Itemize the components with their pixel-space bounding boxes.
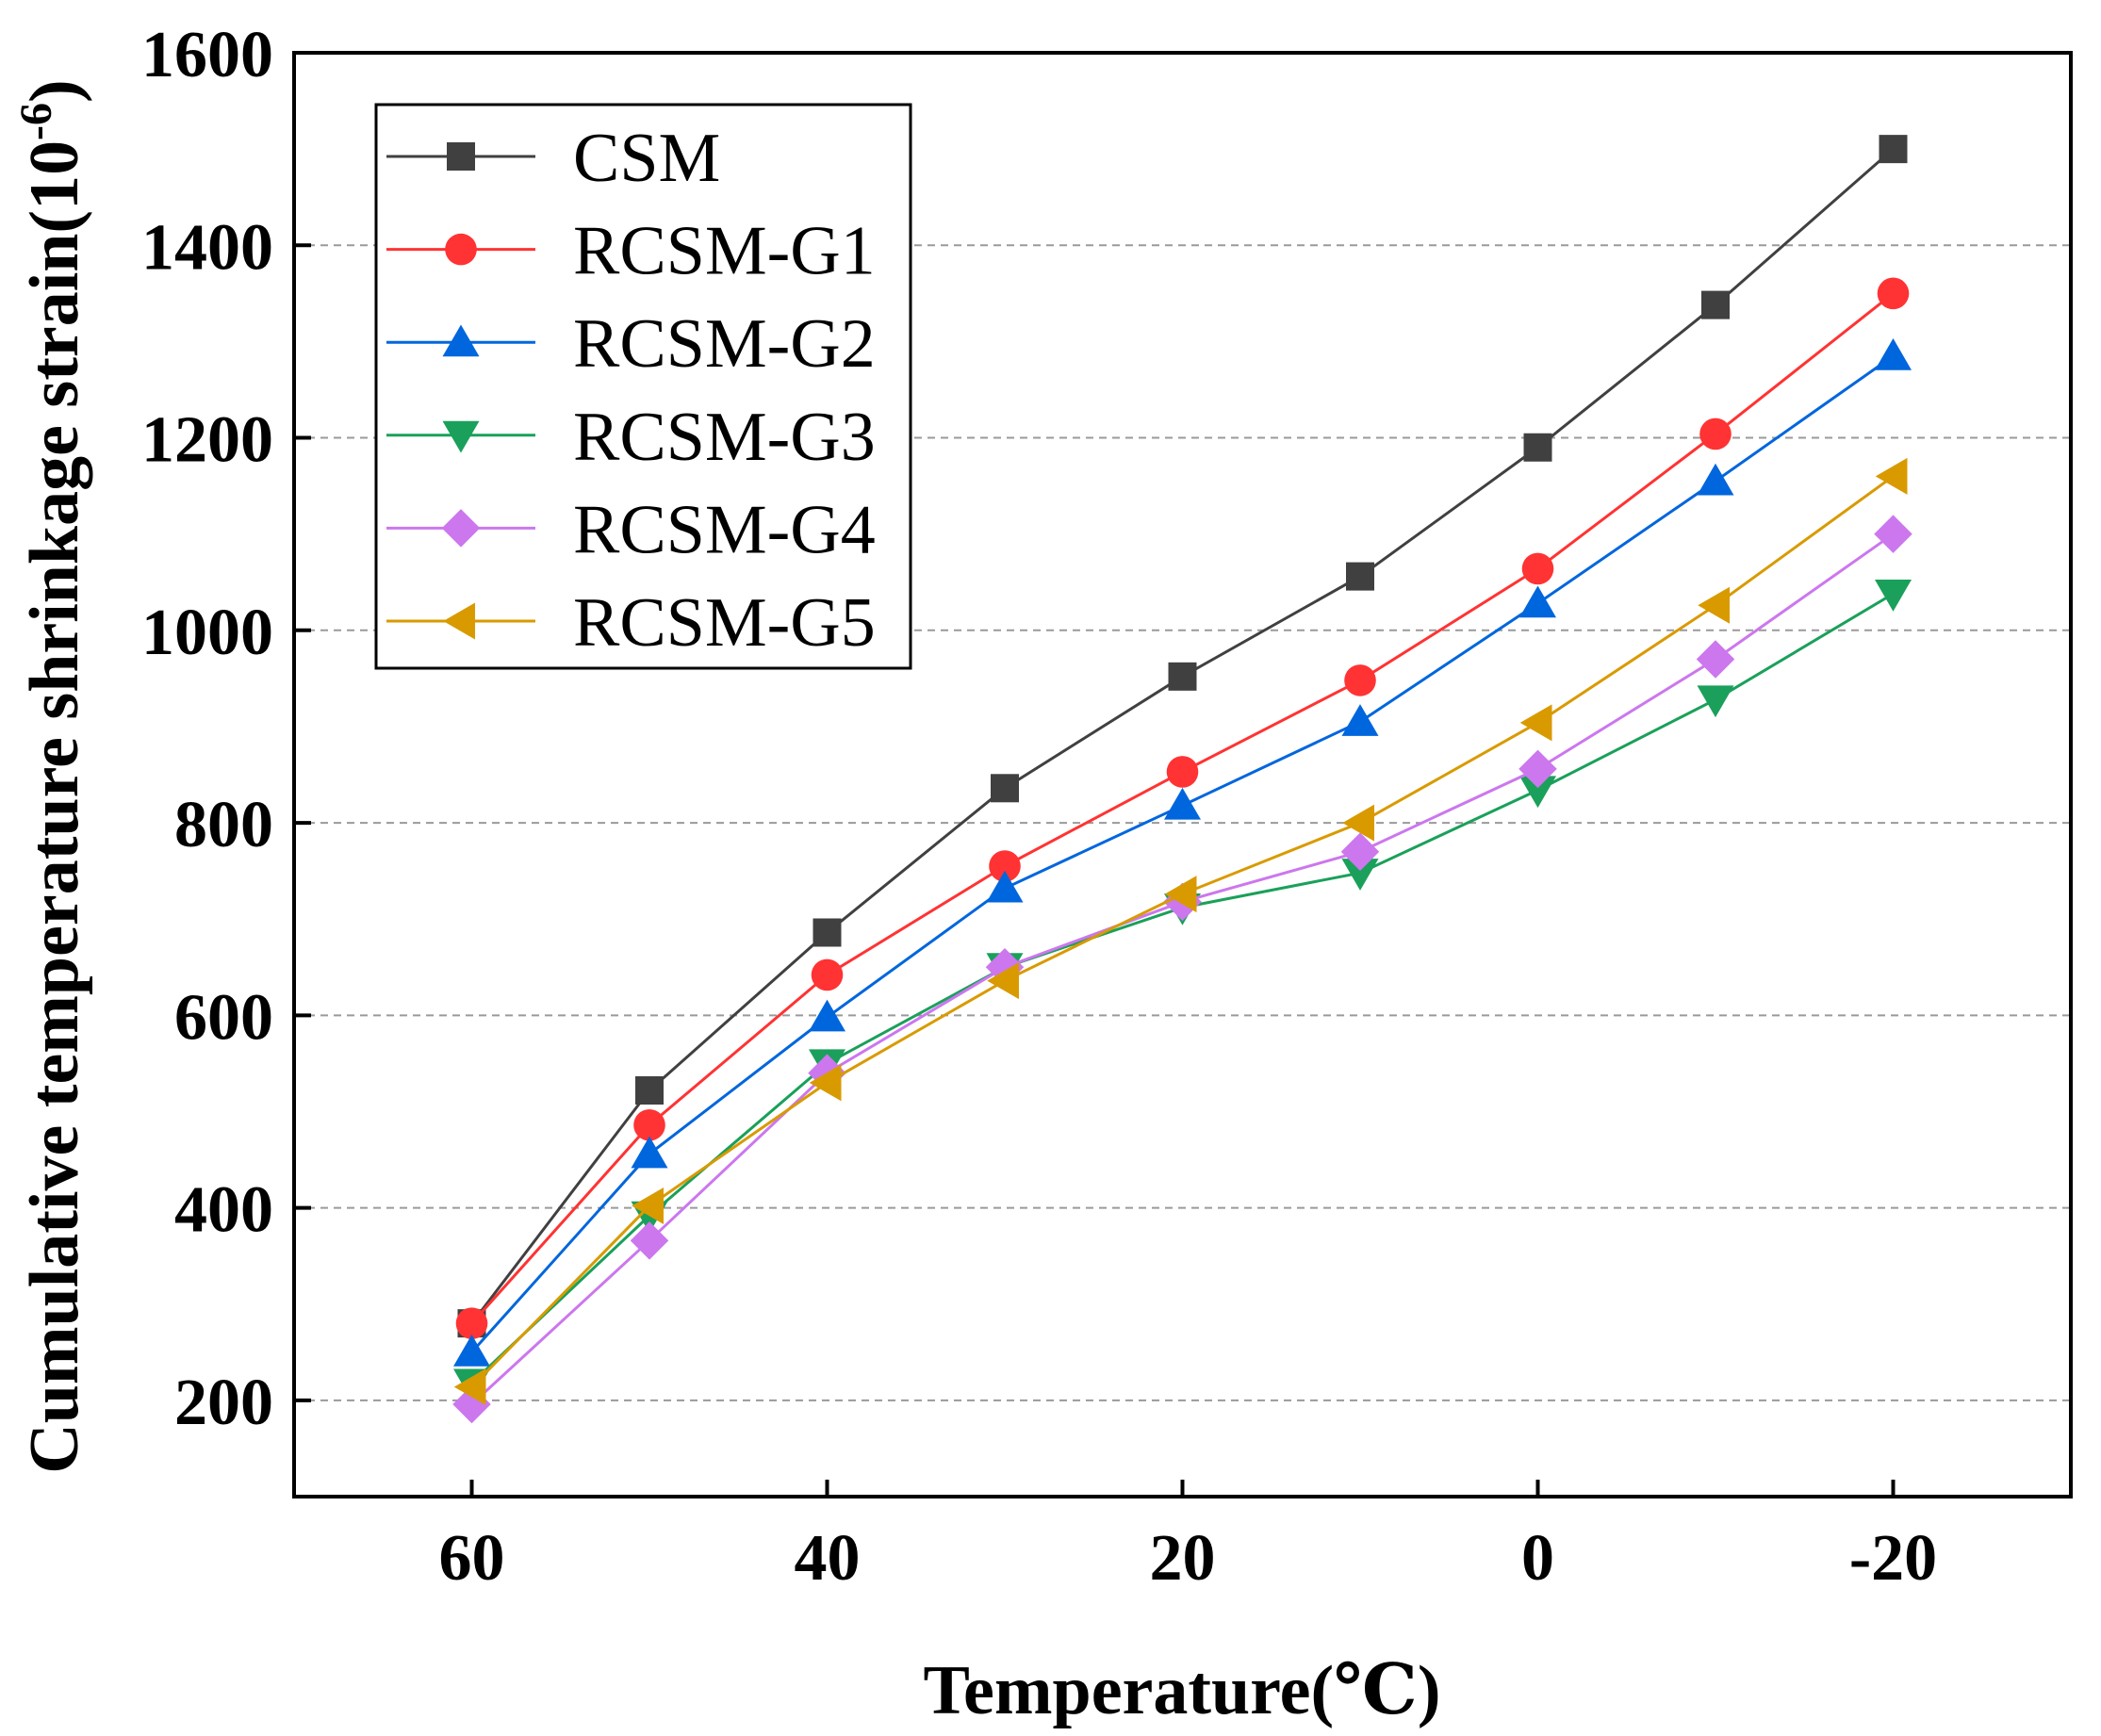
legend: CSM RCSM-G1 RCSM-G2 RCSM-G3 RCSM-G4 RCSM-G5 <box>374 103 912 670</box>
data-point <box>455 1307 488 1339</box>
y-axis: 200 400 600 800 1000 1200 1400 1600 <box>141 19 311 1439</box>
data-point <box>812 918 842 947</box>
data-point <box>1164 787 1201 820</box>
series-layer <box>452 135 1912 1424</box>
data-point <box>1696 640 1735 679</box>
data-point <box>633 1108 665 1141</box>
data-point <box>1698 586 1730 624</box>
data-point <box>1166 756 1199 788</box>
legend-item-rcsm-g3: RCSM-G3 <box>386 399 876 476</box>
data-point <box>1344 664 1376 696</box>
legend-marker <box>447 142 475 171</box>
legend-marker <box>442 324 480 357</box>
data-point <box>1699 418 1732 450</box>
data-point <box>1875 337 1912 370</box>
legend-label: RCSM-G5 <box>573 584 876 662</box>
data-point <box>1521 552 1554 585</box>
data-point <box>1697 685 1734 718</box>
data-point <box>1701 290 1730 319</box>
data-point <box>1879 135 1908 164</box>
y-tick-label: 1600 <box>141 19 273 91</box>
data-point <box>1518 749 1557 789</box>
data-point <box>809 1064 842 1102</box>
data-point <box>1519 776 1556 809</box>
series-rcsm-g3 <box>453 579 1912 1401</box>
data-point <box>1697 463 1734 496</box>
series-rcsm-g4 <box>452 515 1912 1424</box>
legend-item-csm: CSM <box>386 120 720 197</box>
y-axis-title-close: ) <box>16 79 93 103</box>
data-point <box>1340 832 1380 871</box>
x-tick-label: -20 <box>1849 1522 1937 1595</box>
data-point <box>809 999 845 1032</box>
legend-item-rcsm-g2: RCSM-G2 <box>386 305 876 383</box>
legend-box <box>374 103 912 670</box>
legend-label: RCSM-G1 <box>573 213 876 290</box>
y-tick-label: 200 <box>174 1367 273 1439</box>
data-point <box>1164 876 1197 913</box>
data-point <box>635 1075 664 1105</box>
legend-label: RCSM-G2 <box>573 305 876 383</box>
data-point <box>453 1335 490 1367</box>
y-axis-title: Cumulative temperature shrinkage strain(… <box>11 79 93 1473</box>
legend-item-rcsm-g4: RCSM-G4 <box>386 491 876 568</box>
data-point <box>1874 515 1912 553</box>
x-tick-label: 60 <box>439 1522 505 1595</box>
x-tick-label: 40 <box>795 1522 861 1595</box>
data-point <box>632 1187 664 1225</box>
data-point <box>989 850 1021 882</box>
legend-label: RCSM-G3 <box>573 399 876 476</box>
legend-marker <box>441 509 481 548</box>
y-tick-label: 600 <box>174 981 273 1054</box>
x-tick-label: 20 <box>1150 1522 1216 1595</box>
data-point <box>987 962 1019 1000</box>
data-point <box>986 870 1024 903</box>
legend-marker <box>442 420 480 453</box>
data-point <box>1341 704 1379 736</box>
x-tick-label: 0 <box>1521 1522 1554 1595</box>
data-point <box>1519 704 1552 742</box>
data-point <box>1341 859 1379 891</box>
x-axis: 60 40 20 0 -20 <box>439 1480 1937 1595</box>
data-point <box>1519 585 1556 618</box>
y-tick-label: 800 <box>174 789 273 861</box>
data-point <box>1342 804 1374 842</box>
legend-label: RCSM-G4 <box>573 491 876 568</box>
y-tick-label: 1200 <box>141 404 273 477</box>
series-rcsm-g2 <box>453 337 1912 1367</box>
legend-marker <box>445 233 477 266</box>
series-rcsm-g1 <box>455 277 1910 1339</box>
data-point <box>1523 433 1552 462</box>
data-point <box>1875 457 1908 495</box>
y-tick-label: 400 <box>174 1174 273 1247</box>
legend-item-rcsm-g1: RCSM-G1 <box>386 213 876 290</box>
data-point <box>1875 579 1912 612</box>
data-point <box>453 1368 486 1406</box>
y-axis-title-main: Cumulative temperature shrinkage strain(… <box>16 140 93 1474</box>
data-point <box>991 774 1019 803</box>
data-point <box>1346 562 1374 591</box>
y-tick-label: 1000 <box>141 597 273 669</box>
x-axis-title: Temperature(℃) <box>923 1652 1440 1729</box>
data-point <box>1168 662 1197 691</box>
series-rcsm-g5 <box>453 457 1908 1406</box>
data-point <box>631 1136 668 1169</box>
data-point <box>811 958 844 991</box>
y-tick-label: 1400 <box>141 211 273 284</box>
legend-item-rcsm-g5: RCSM-G5 <box>386 584 876 662</box>
legend-marker <box>443 602 475 640</box>
data-point <box>1877 277 1910 310</box>
data-point <box>630 1221 669 1260</box>
legend-label: CSM <box>573 120 720 197</box>
y-axis-title-exponent: -6 <box>11 103 61 140</box>
series-line <box>470 592 1895 1384</box>
